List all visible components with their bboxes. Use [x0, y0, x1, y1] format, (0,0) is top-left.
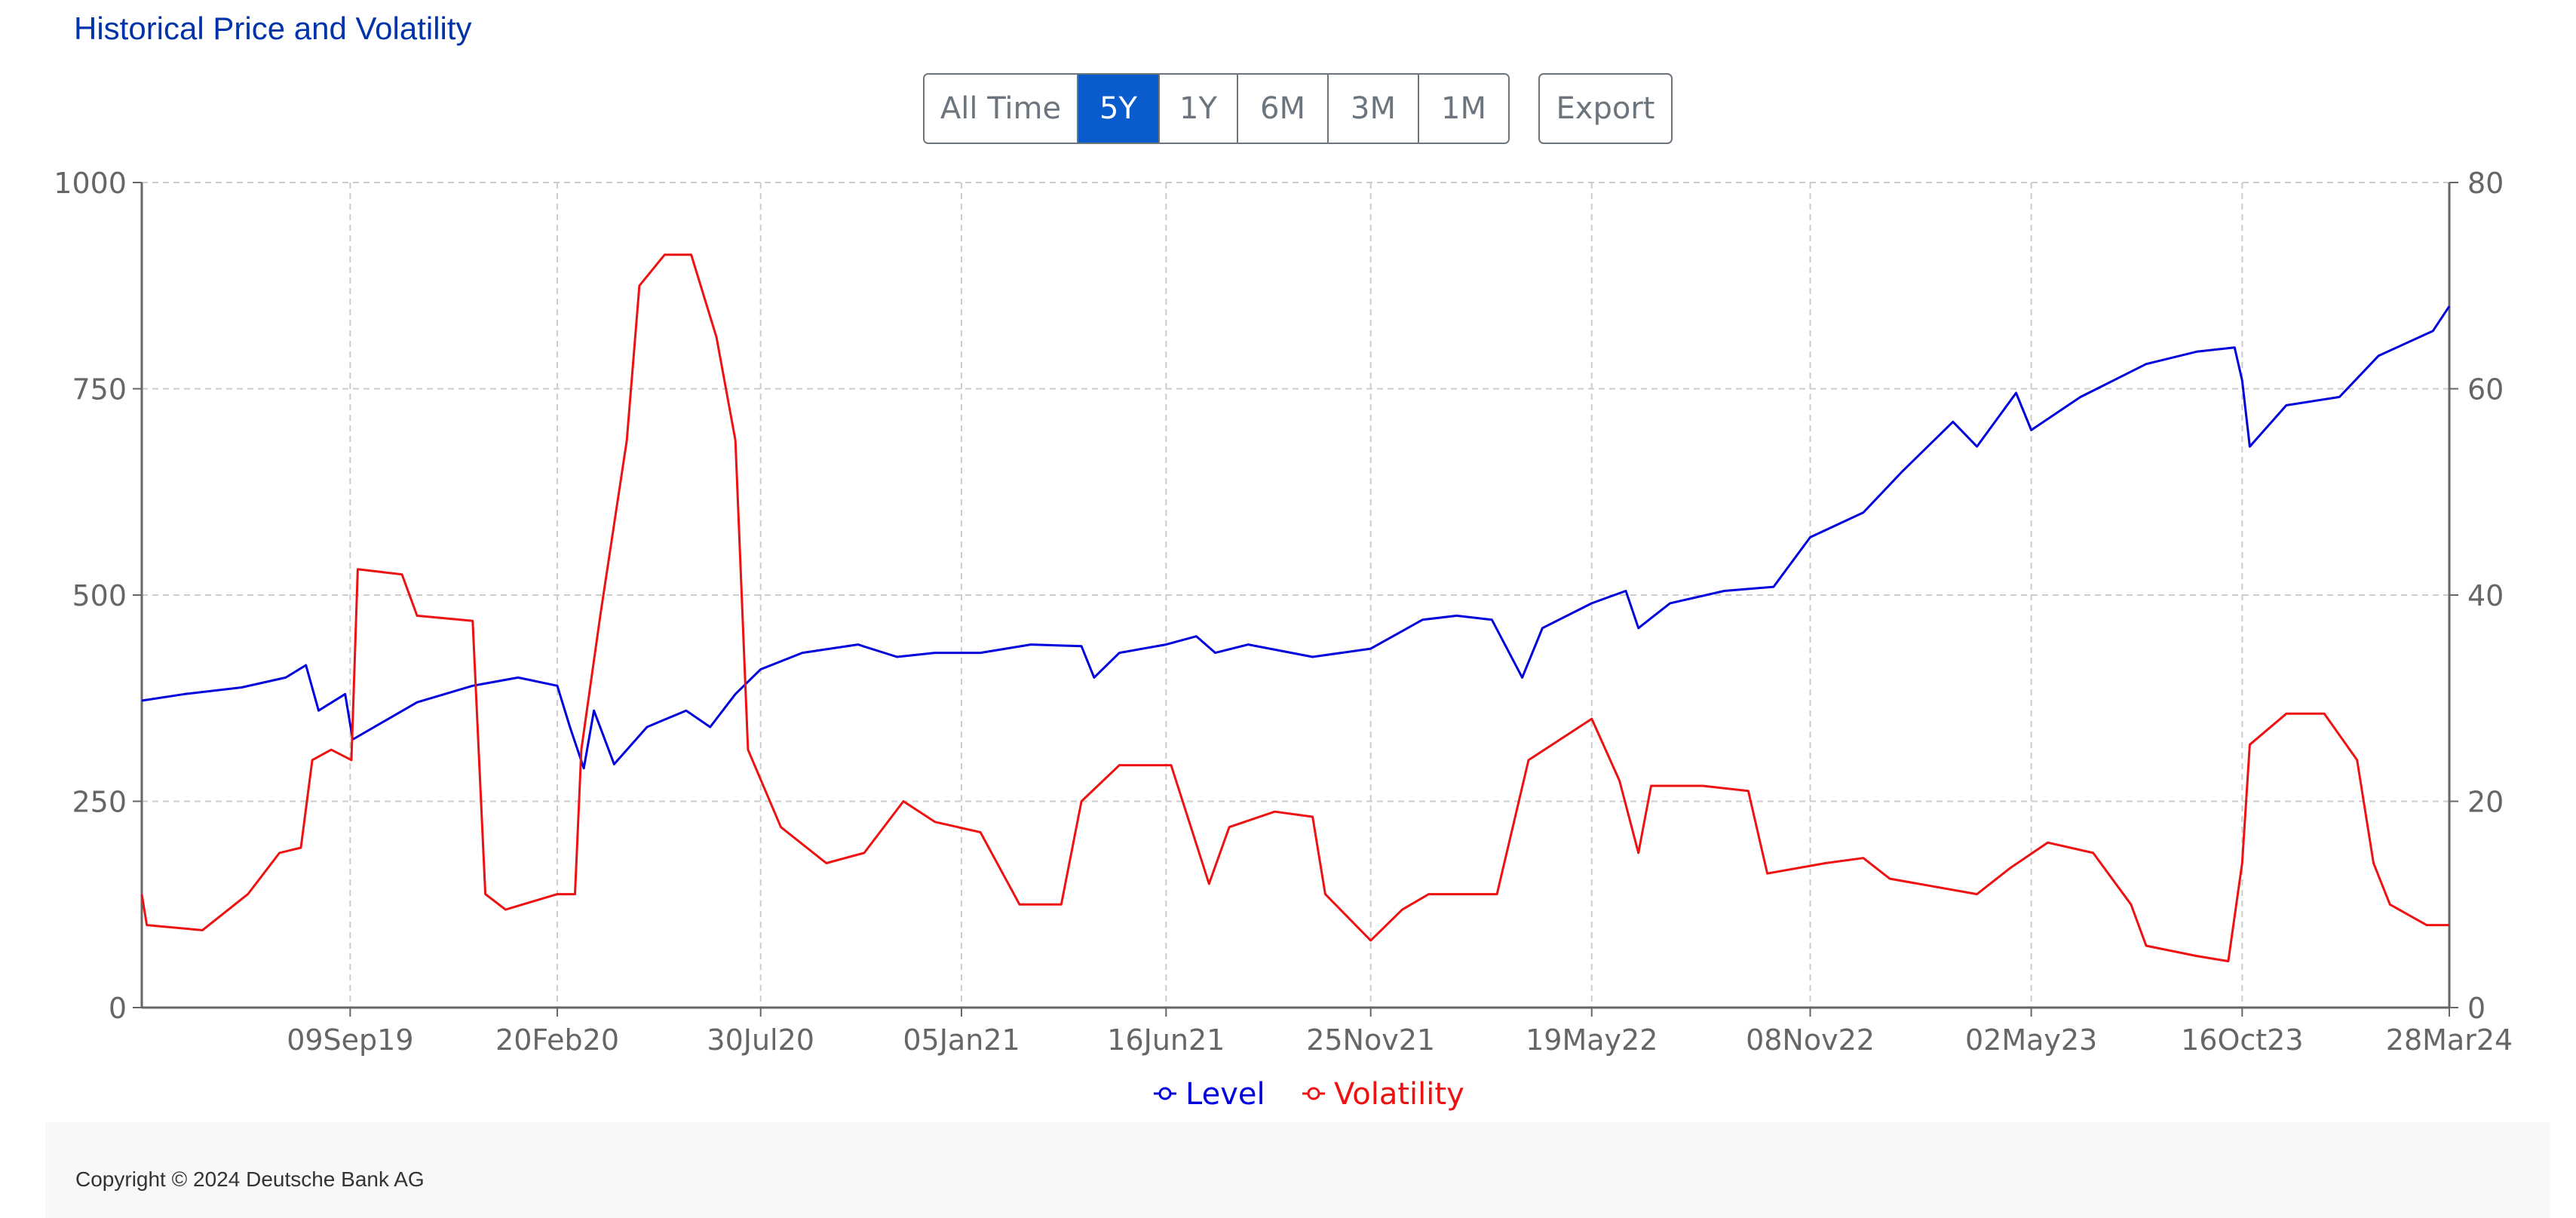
legend-marker-dot [1158, 1087, 1172, 1100]
copyright-text: Copyright © 2024 Deutsche Bank AG [75, 1167, 425, 1191]
range-1m-button[interactable]: 1M [1419, 75, 1508, 143]
x-tick-label: 16Jun21 [1107, 1023, 1225, 1057]
y-left-tick-label: 500 [72, 579, 127, 612]
y-right-tick-label: 80 [2467, 167, 2504, 200]
series-line-level [141, 305, 2451, 770]
range-button-group: All Time 5Y 1Y 6M 3M 1M [923, 73, 1510, 144]
y-right-tick-label: 40 [2467, 579, 2504, 612]
x-tick-label: 30Jul20 [707, 1023, 814, 1057]
y-right-tick-label: 20 [2467, 786, 2504, 819]
x-tick-label: 09Sep19 [287, 1023, 413, 1057]
legend-marker-dot [1307, 1087, 1320, 1100]
x-tick-label: 20Feb20 [495, 1023, 619, 1057]
page-title: Historical Price and Volatility [74, 11, 472, 46]
x-tick-label: 02May23 [1965, 1023, 2097, 1057]
x-tick-label: 19May22 [1526, 1023, 1658, 1057]
legend-label-level: Level [1185, 1077, 1265, 1112]
y-left-tick-label: 1000 [54, 167, 127, 200]
price-volatility-chart: 0 0 250 20 500 40 750 60 1000 80 09Sep19 20Feb20 30J… [54, 167, 2513, 1112]
x-tick-label: 16Oct23 [2181, 1023, 2303, 1057]
y-right-tick-label: 0 [2467, 992, 2486, 1025]
x-tick-label: 08Nov22 [1746, 1023, 1875, 1057]
range-6m-button[interactable]: 6M [1238, 75, 1329, 143]
y-left-tick-label: 750 [72, 373, 127, 407]
y-right-tick-label: 60 [2467, 373, 2504, 407]
x-tick-label: 05Jan21 [903, 1023, 1020, 1057]
x-tick-label: 28Mar24 [2386, 1023, 2513, 1057]
y-left-tick-label: 0 [109, 992, 127, 1025]
range-1y-button[interactable]: 1Y [1160, 75, 1238, 143]
legend-label-volatility: Volatility [1334, 1077, 1464, 1112]
range-3m-button[interactable]: 3M [1329, 75, 1419, 143]
export-button[interactable]: Export [1538, 73, 1673, 144]
range-5y-button[interactable]: 5Y [1078, 75, 1160, 143]
y-left-tick-label: 250 [72, 786, 127, 819]
x-tick-label: 25Nov21 [1306, 1023, 1435, 1057]
series-line-volatility [140, 253, 2449, 962]
footer: Copyright © 2024 Deutsche Bank AG [45, 1122, 2550, 1218]
range-all-time-button[interactable]: All Time [925, 75, 1078, 143]
